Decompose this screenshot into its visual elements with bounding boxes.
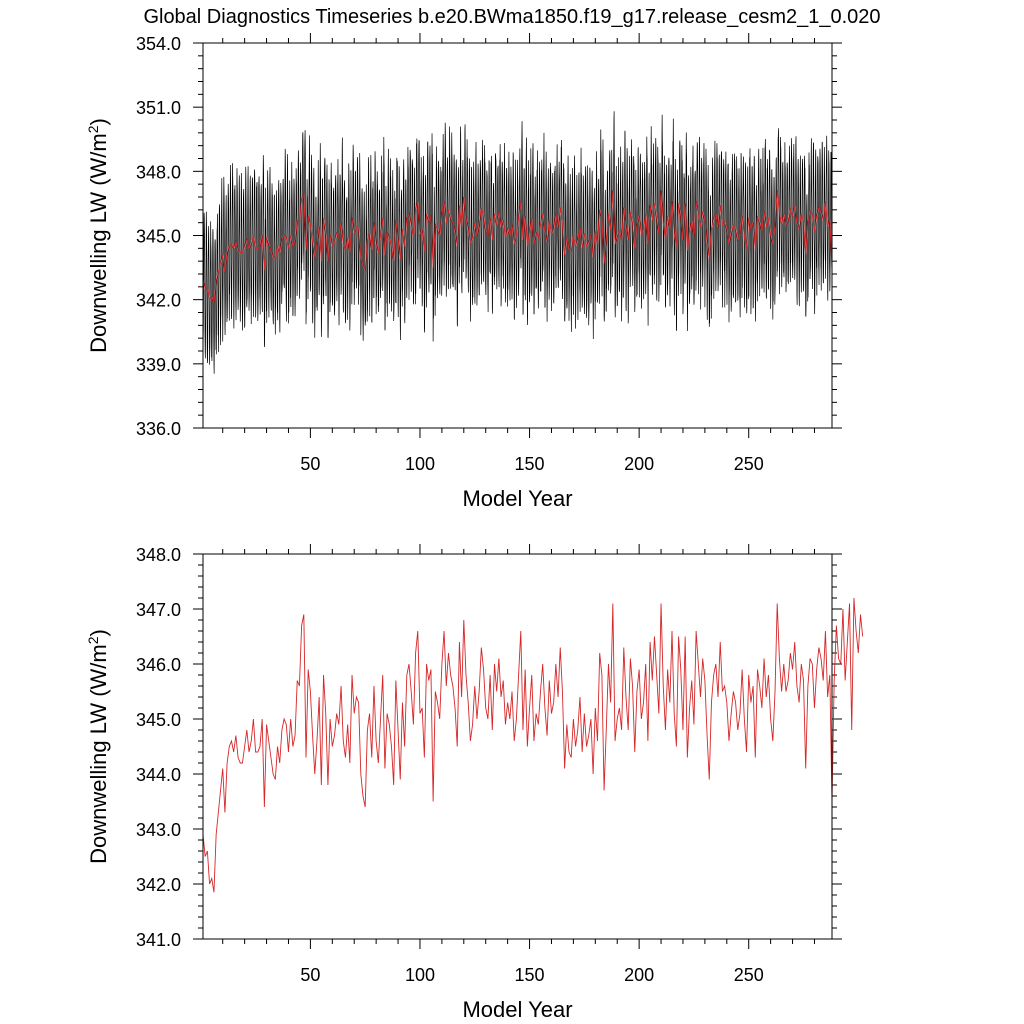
top-annual-series <box>202 188 833 304</box>
x-tick-label: 50 <box>300 454 320 474</box>
monthly-line <box>202 111 833 374</box>
y-tick-label: 348.0 <box>136 545 181 565</box>
y-tick-label: 336.0 <box>136 419 181 439</box>
bottom-x-axis-label: Model Year <box>462 997 572 1022</box>
bottom-x-tick-labels: 50 100 150 200 250 <box>300 965 763 985</box>
y-tick-label: 346.0 <box>136 655 181 675</box>
x-tick-label: 200 <box>624 454 654 474</box>
y-tick-label: 339.0 <box>136 355 181 375</box>
top-y-axis-label: Downwelling LW (W/m2) <box>85 118 111 353</box>
bottom-plot-frame <box>202 553 833 940</box>
top-axis-ticks <box>193 33 842 438</box>
bottom-annual-series <box>202 597 864 893</box>
y-tick-label: 354.0 <box>136 34 181 54</box>
top-plot-frame <box>202 42 833 429</box>
annual-mean-line-bottom <box>202 597 864 893</box>
annual-mean-line-top <box>202 188 833 304</box>
y-tick-label: 345.0 <box>136 227 181 247</box>
bottom-axis-ticks <box>193 544 842 949</box>
top-y-label-end: ) <box>86 118 111 125</box>
bottom-y-label-end: ) <box>86 629 111 636</box>
x-tick-label: 150 <box>515 965 545 985</box>
bottom-y-label-sup: 2 <box>85 636 101 644</box>
y-tick-label: 342.0 <box>136 875 181 895</box>
x-tick-label: 250 <box>734 965 764 985</box>
top-panel: 336.0 339.0 342.0 345.0 348.0 351.0 354.0 50 10… <box>85 33 842 511</box>
y-tick-label: 343.0 <box>136 820 181 840</box>
bottom-y-tick-labels: 341.0 342.0 343.0 344.0 345.0 346.0 347.0 348.0 <box>136 545 181 950</box>
bottom-panel: 341.0 342.0 343.0 344.0 345.0 346.0 347.0 348.0… <box>85 544 864 1022</box>
top-x-tick-labels: 50 100 150 200 250 <box>300 454 763 474</box>
x-tick-label: 250 <box>734 454 764 474</box>
y-tick-label: 342.0 <box>136 291 181 311</box>
y-tick-label: 344.0 <box>136 765 181 785</box>
y-tick-label: 351.0 <box>136 98 181 118</box>
y-tick-label: 341.0 <box>136 930 181 950</box>
top-monthly-series <box>202 111 833 374</box>
y-tick-label: 345.0 <box>136 710 181 730</box>
y-tick-label: 348.0 <box>136 162 181 182</box>
bottom-y-axis-label: Downwelling LW (W/m2) <box>85 629 111 864</box>
x-tick-label: 50 <box>300 965 320 985</box>
top-y-tick-labels: 336.0 339.0 342.0 345.0 348.0 351.0 354.0 <box>136 34 181 439</box>
figure-title: Global Diagnostics Timeseries b.e20.BWma… <box>143 6 880 28</box>
top-x-axis-label: Model Year <box>462 486 572 511</box>
x-tick-label: 200 <box>624 965 654 985</box>
top-y-label-sup: 2 <box>85 125 101 133</box>
top-y-label-base: Downwelling LW (W/m <box>86 133 111 353</box>
bottom-y-label-base: Downwelling LW (W/m <box>86 644 111 864</box>
x-tick-label: 100 <box>405 454 435 474</box>
x-tick-label: 150 <box>515 454 545 474</box>
x-tick-label: 100 <box>405 965 435 985</box>
y-tick-label: 347.0 <box>136 600 181 620</box>
